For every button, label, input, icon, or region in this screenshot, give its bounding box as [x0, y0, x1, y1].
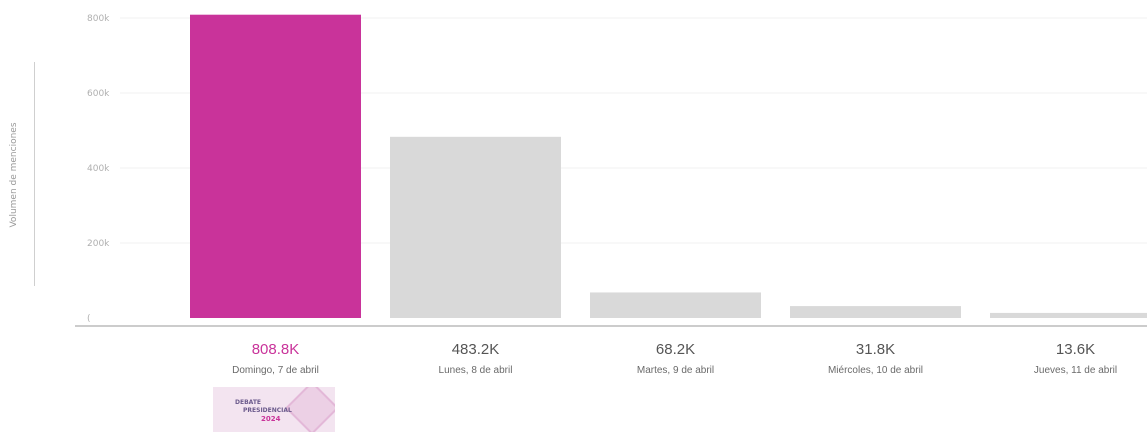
- x-category-label: Miércoles, 10 de abril: [828, 365, 923, 376]
- logo-text-2: PRESIDENCIAL: [243, 407, 292, 414]
- y-tick-label: 600k: [87, 89, 110, 99]
- bar: [990, 312, 1147, 318]
- logo-text-1: DEBATE: [235, 399, 262, 406]
- bar-value-label: 483.2K: [452, 341, 500, 358]
- logo-text-3: 2024: [261, 415, 281, 423]
- y-tick-label: 400k: [87, 164, 110, 174]
- x-category-label: Lunes, 8 de abril: [439, 365, 513, 376]
- bar: [590, 292, 761, 318]
- x-category-label: Martes, 9 de abril: [637, 365, 714, 376]
- y-tick-label: 800k: [87, 14, 110, 24]
- bar-value-label: 31.8K: [856, 341, 895, 358]
- x-category-label: Jueves, 11 de abril: [1034, 365, 1117, 376]
- x-category-label: Domingo, 7 de abril: [232, 365, 319, 376]
- bar-value-label: 68.2K: [656, 341, 695, 358]
- bar: [190, 14, 361, 318]
- bar: [390, 136, 561, 318]
- y-axis-label-rule: [34, 62, 35, 286]
- debate-presidencial-logo: DEBATE PRESIDENCIAL 2024: [213, 387, 335, 432]
- y-tick-label: (: [87, 314, 91, 324]
- bar: [790, 306, 961, 318]
- logo-diamond-shape: [285, 387, 335, 432]
- y-tick-label: 200k: [87, 239, 110, 249]
- bar-value-label: 808.8K: [252, 341, 300, 358]
- bar-value-label: 13.6K: [1056, 341, 1095, 358]
- y-axis-label: Volumen de menciones: [9, 122, 19, 228]
